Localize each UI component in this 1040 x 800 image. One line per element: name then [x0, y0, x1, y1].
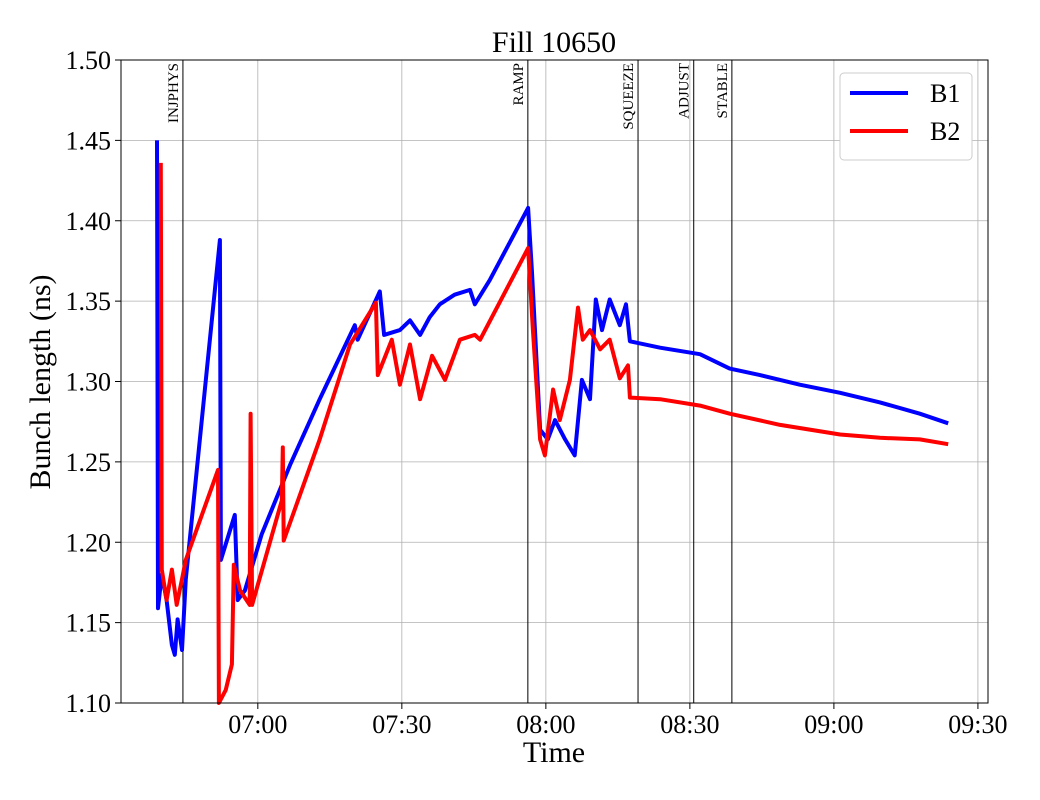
x-tick-label: 08:00: [516, 710, 575, 739]
x-tick-label: 09:30: [948, 710, 1007, 739]
chart-title: Fill 10650: [492, 26, 616, 59]
y-tick-label: 1.15: [66, 609, 112, 638]
x-tick-label: 07:30: [372, 710, 431, 739]
event-label: INJPHYS: [166, 63, 182, 123]
y-tick-label: 1.10: [66, 689, 112, 718]
y-tick-label: 1.25: [66, 448, 112, 477]
x-axis-label: Time: [523, 736, 585, 769]
y-tick-label: 1.20: [66, 528, 112, 557]
series-line: [158, 162, 949, 705]
plot-frame: [120, 59, 989, 704]
x-tick-label: 09:00: [804, 710, 863, 739]
y-tick-label: 1.35: [66, 287, 112, 316]
y-axis-label: Bunch length (ns): [24, 275, 57, 490]
y-tick-label: 1.45: [66, 126, 112, 155]
event-label: RAMP: [511, 63, 527, 106]
y-tick-label: 1.40: [66, 207, 112, 236]
series-line: [155, 140, 949, 657]
event-label: STABLE: [715, 63, 731, 118]
legend-label: B2: [930, 117, 960, 146]
x-tick-label: 08:30: [660, 710, 719, 739]
x-tick-label: 07:00: [228, 710, 287, 739]
event-label: SQUEEZE: [621, 63, 637, 130]
legend-label: B1: [930, 79, 960, 108]
y-tick-label: 1.50: [66, 46, 112, 75]
y-tick-label: 1.30: [66, 368, 112, 397]
event-label: ADJUST: [677, 63, 693, 119]
